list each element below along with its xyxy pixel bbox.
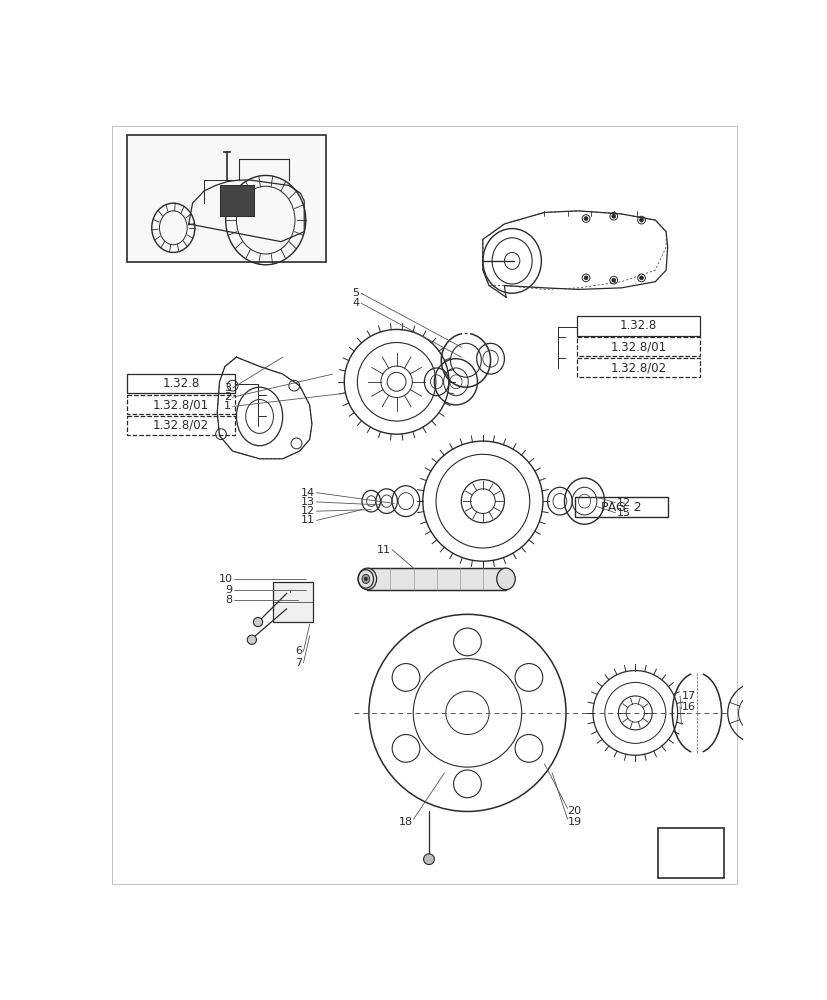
Circle shape: [583, 217, 587, 220]
Text: 13: 13: [301, 497, 314, 507]
Bar: [576, 316, 699, 336]
Circle shape: [611, 278, 615, 282]
Text: 4: 4: [352, 298, 359, 308]
Circle shape: [638, 276, 643, 280]
Text: 11: 11: [376, 545, 390, 555]
Text: 1.32.8/01: 1.32.8/01: [153, 398, 209, 411]
Text: 1.32.8: 1.32.8: [619, 319, 657, 332]
Text: 9: 9: [225, 585, 232, 595]
Text: 18: 18: [399, 817, 413, 827]
Text: 1.32.8/01: 1.32.8/01: [609, 340, 666, 353]
Text: 1.32.8/02: 1.32.8/02: [609, 361, 666, 374]
Text: 7: 7: [294, 658, 302, 668]
Ellipse shape: [361, 574, 369, 584]
Text: 19: 19: [566, 817, 581, 827]
Bar: [576, 337, 699, 356]
Bar: [127, 416, 235, 435]
Bar: [575, 497, 667, 517]
Text: 3: 3: [224, 383, 231, 393]
Text: 10: 10: [218, 574, 232, 584]
Text: 14: 14: [300, 488, 314, 498]
Text: 15: 15: [616, 508, 630, 518]
Text: 12: 12: [616, 498, 630, 508]
Ellipse shape: [358, 568, 376, 590]
Bar: [127, 395, 235, 414]
Text: 1: 1: [224, 401, 231, 411]
Bar: [219, 185, 254, 216]
Circle shape: [247, 635, 256, 644]
Text: 11: 11: [301, 515, 314, 525]
Text: 2: 2: [223, 392, 231, 402]
Circle shape: [638, 218, 643, 222]
Text: 20: 20: [566, 806, 581, 816]
Circle shape: [253, 617, 262, 627]
Text: 5: 5: [352, 288, 359, 298]
Text: 1.32.8/02: 1.32.8/02: [153, 419, 209, 432]
Circle shape: [364, 577, 367, 580]
Bar: [367, 568, 505, 590]
Circle shape: [611, 214, 615, 218]
Circle shape: [423, 854, 434, 865]
Text: 12: 12: [300, 506, 314, 516]
Text: 6: 6: [294, 646, 302, 656]
Polygon shape: [664, 835, 716, 873]
Text: 17: 17: [681, 691, 695, 701]
Text: 1.32.8: 1.32.8: [162, 377, 199, 390]
Ellipse shape: [496, 568, 514, 590]
Text: 16: 16: [681, 702, 695, 712]
Bar: [576, 358, 699, 377]
Text: 8: 8: [225, 595, 232, 605]
Text: PAG. 2: PAG. 2: [600, 501, 641, 514]
Circle shape: [583, 276, 587, 280]
Bar: [273, 582, 313, 622]
Bar: [127, 135, 325, 262]
Bar: [657, 828, 723, 878]
Bar: [127, 374, 235, 393]
